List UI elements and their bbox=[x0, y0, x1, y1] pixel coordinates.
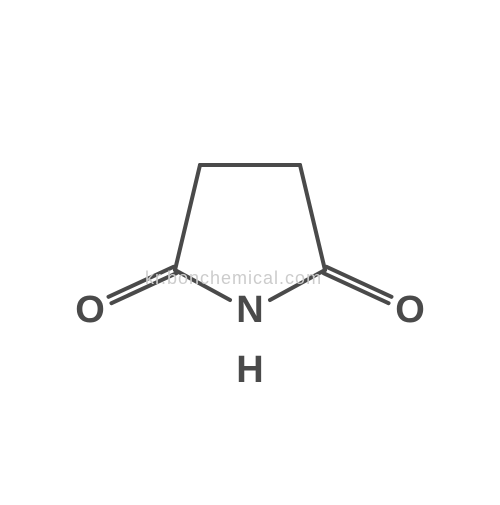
watermark-text: kr.bonchemical.com bbox=[145, 268, 322, 289]
svg-text:N: N bbox=[236, 289, 263, 331]
svg-text:H: H bbox=[236, 349, 263, 391]
svg-text:O: O bbox=[75, 289, 105, 331]
svg-text:O: O bbox=[395, 289, 425, 331]
chemical-structure-canvas: NH O O kr.bonchemical.com bbox=[0, 0, 500, 500]
molecule-svg: NH O O bbox=[0, 0, 500, 500]
